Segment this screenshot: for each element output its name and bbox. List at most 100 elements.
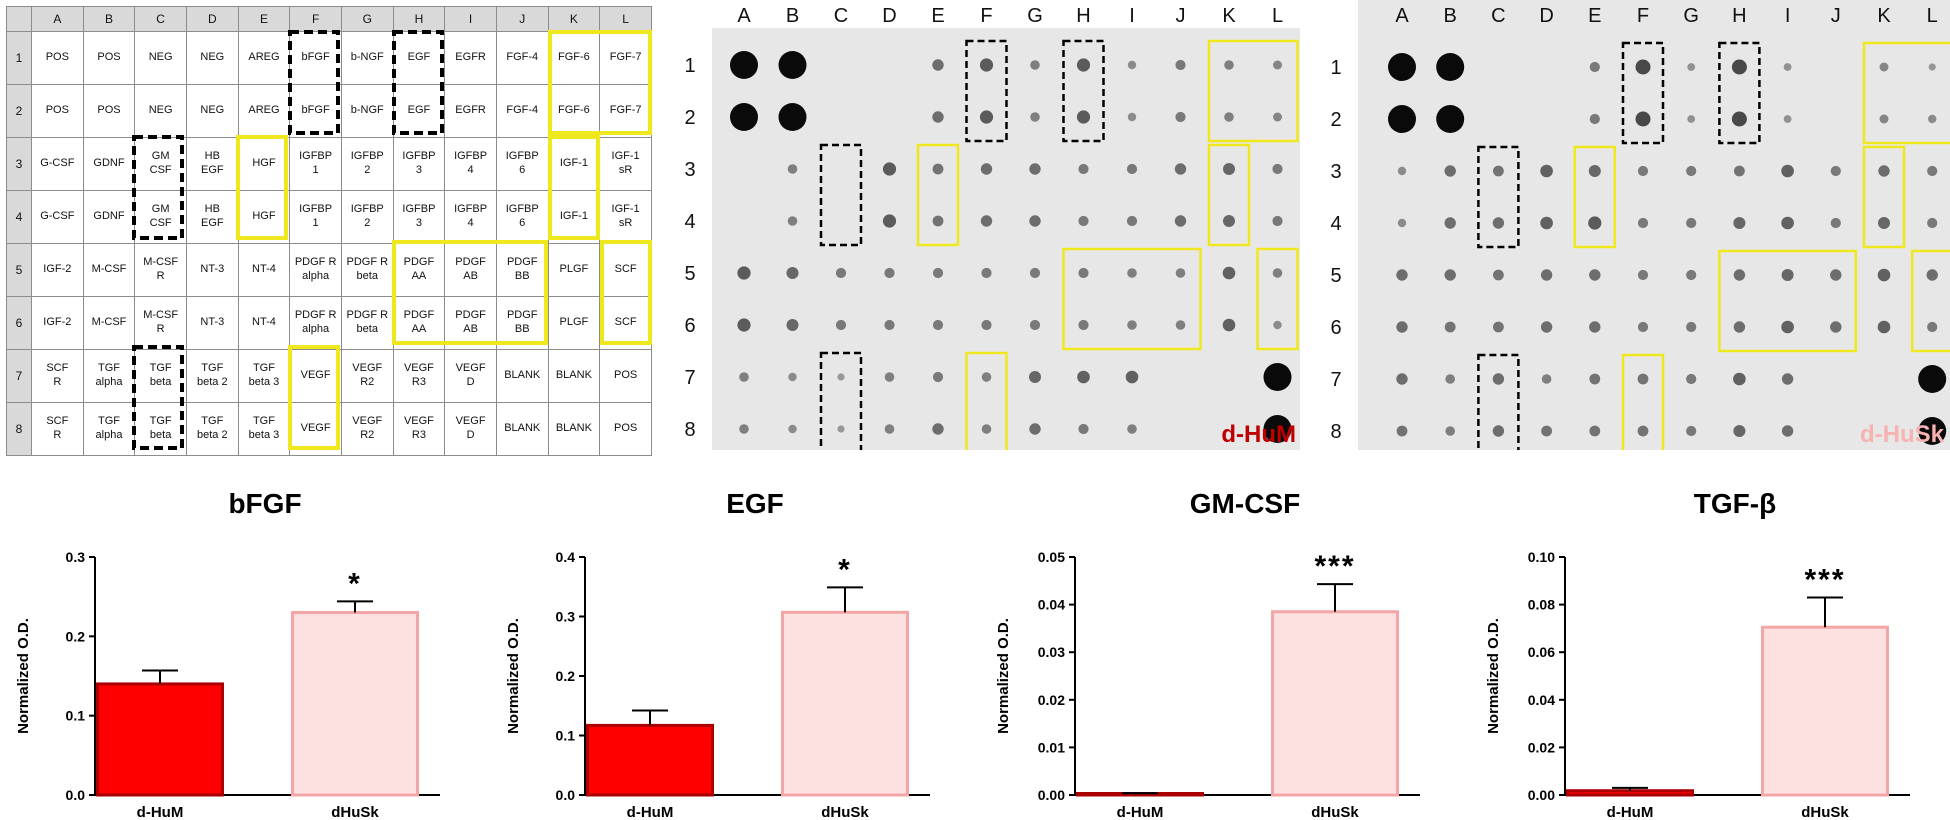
chart-title: bFGF bbox=[228, 488, 301, 519]
blot-spot bbox=[1781, 320, 1794, 334]
chart-y-axis-label: Normalized O.D. bbox=[505, 618, 522, 734]
blot-spot bbox=[882, 162, 897, 176]
blot-row-label: 5 bbox=[684, 263, 695, 285]
blot-spot bbox=[932, 267, 944, 279]
layout-cell: POS bbox=[31, 31, 84, 85]
blot-spot bbox=[1731, 111, 1747, 127]
blot-panel-label: d-HuSk bbox=[1860, 421, 1945, 448]
blot-spot bbox=[882, 214, 897, 228]
blot-spot bbox=[1444, 269, 1456, 281]
layout-row: 5 IGF-2 M-CSF M-CSF R NT-3 NT-4 PDGF R alpha PD… bbox=[6, 243, 652, 297]
blot-spot bbox=[739, 424, 749, 434]
blot-spot bbox=[1493, 165, 1504, 177]
blot-column-label: C bbox=[834, 5, 848, 27]
blot-row-label: 2 bbox=[1330, 109, 1341, 131]
blot-spot bbox=[1877, 320, 1891, 334]
layout-corner-cell bbox=[6, 6, 32, 32]
blot-column-label: K bbox=[1222, 5, 1236, 27]
layout-column-header: A bbox=[31, 6, 84, 32]
layout-cell: VEGF D bbox=[444, 402, 497, 456]
chart-y-axis-label: Normalized O.D. bbox=[1485, 618, 1502, 734]
layout-cell: POS bbox=[599, 402, 652, 456]
blot-row-label: 4 bbox=[684, 211, 695, 233]
layout-cell: EGF bbox=[392, 84, 446, 138]
blot-spot bbox=[1273, 320, 1282, 330]
blot-spot bbox=[1493, 321, 1504, 333]
blot-spot bbox=[1878, 165, 1890, 177]
blot-spot bbox=[1928, 63, 1936, 71]
blot-column-label: J bbox=[1831, 5, 1841, 27]
blot-spot bbox=[1175, 320, 1186, 330]
layout-cell: SCF bbox=[599, 296, 652, 350]
blot-spot bbox=[884, 267, 895, 279]
layout-cell: EGFR bbox=[444, 84, 497, 138]
blot-spot bbox=[1918, 365, 1947, 393]
chart-bar-dhusk bbox=[1761, 625, 1889, 797]
blot-spot bbox=[1687, 63, 1696, 71]
blot-row-label: 7 bbox=[1330, 369, 1341, 391]
blot-spot bbox=[1388, 105, 1416, 133]
blot-spot bbox=[1396, 321, 1408, 333]
chart-bar-dhum bbox=[96, 682, 224, 797]
layout-cell: IGF-2 bbox=[31, 243, 84, 297]
blot-spot bbox=[1541, 374, 1552, 384]
blot-spot bbox=[1830, 321, 1842, 333]
layout-cell: NEG bbox=[134, 31, 187, 85]
layout-cell: TGF beta 2 bbox=[185, 402, 239, 456]
blot-spot bbox=[1444, 321, 1456, 333]
blot-spot bbox=[1830, 165, 1841, 177]
blot-spot bbox=[932, 163, 944, 175]
layout-cell: HGF bbox=[237, 190, 291, 244]
layout-cell: PDGF AA bbox=[392, 243, 446, 297]
layout-cell: BLANK bbox=[495, 349, 549, 403]
layout-cell: HGF bbox=[237, 137, 291, 191]
blot-box-igf1 bbox=[1862, 145, 1906, 249]
chart-y-tick-label: 0.05 bbox=[1038, 549, 1065, 565]
layout-cell: IGFBP 3 bbox=[392, 137, 446, 191]
layout-column-header: B bbox=[82, 6, 136, 32]
layout-column-header: J bbox=[495, 6, 549, 32]
blot-spot bbox=[730, 51, 758, 79]
layout-cell: PDGF AB bbox=[444, 296, 497, 350]
blot-box-egf bbox=[1062, 39, 1105, 143]
chart-significance-marker: * bbox=[838, 553, 852, 586]
chart-title: TGF-β bbox=[1694, 488, 1776, 519]
blot-spot bbox=[1492, 217, 1505, 229]
blot-box-vegf bbox=[1621, 353, 1665, 450]
layout-cell: NT-4 bbox=[237, 296, 291, 350]
layout-cell: TGF beta 2 bbox=[185, 349, 239, 403]
blot-column-label: G bbox=[1683, 5, 1699, 27]
chart-y-axis-label: Normalized O.D. bbox=[995, 618, 1012, 734]
blot-spot bbox=[1127, 268, 1137, 278]
layout-cell: TGF beta 3 bbox=[237, 349, 291, 403]
blot-spot bbox=[786, 319, 799, 331]
layout-cell: IGFBP 6 bbox=[495, 190, 549, 244]
blot-box-vegf bbox=[965, 351, 1008, 450]
blot-box-fgf6-fgf7 bbox=[1862, 41, 1950, 145]
blot-column-label: K bbox=[1877, 5, 1891, 27]
blot-row-label: 4 bbox=[1330, 213, 1341, 235]
blot-spot bbox=[1175, 59, 1186, 71]
blot-spot bbox=[1175, 111, 1186, 123]
blot-column-label: A bbox=[737, 5, 751, 27]
layout-row: 1 POS POS NEG NEG AREG bFGF b-NGF EGF EGFR FGF-4 FG… bbox=[6, 31, 652, 85]
layout-row-header: 6 bbox=[6, 296, 32, 350]
chart-y-tick-label: 0.04 bbox=[1038, 597, 1065, 613]
blot-spot bbox=[1396, 425, 1408, 437]
layout-column-header: E bbox=[237, 6, 291, 32]
blot-column-label: L bbox=[1272, 5, 1283, 27]
chart-category-label: d-HuM bbox=[1117, 804, 1164, 820]
blot-spot bbox=[1635, 111, 1651, 127]
blot-panel-dhusk: A B C D E F G H I J K L 1 2 3 4 5 6 7 8 d-HuSk bbox=[1314, 0, 1950, 450]
blot-box-pdgf bbox=[1718, 249, 1858, 353]
blot-box-fgf6-fgf7 bbox=[1207, 39, 1299, 143]
blot-spot bbox=[932, 319, 944, 331]
blot-row-label: 1 bbox=[684, 55, 695, 77]
chart-gm-csf: GM-CSF Normalized O.D. 0.00 0.01 0.02 0.03 0.0… bbox=[980, 475, 1460, 820]
chart-y-tick-label: 0.4 bbox=[556, 549, 576, 565]
blot-spot bbox=[1781, 216, 1794, 230]
blot-spot bbox=[1263, 363, 1292, 391]
blot-column-label: H bbox=[1732, 5, 1746, 27]
